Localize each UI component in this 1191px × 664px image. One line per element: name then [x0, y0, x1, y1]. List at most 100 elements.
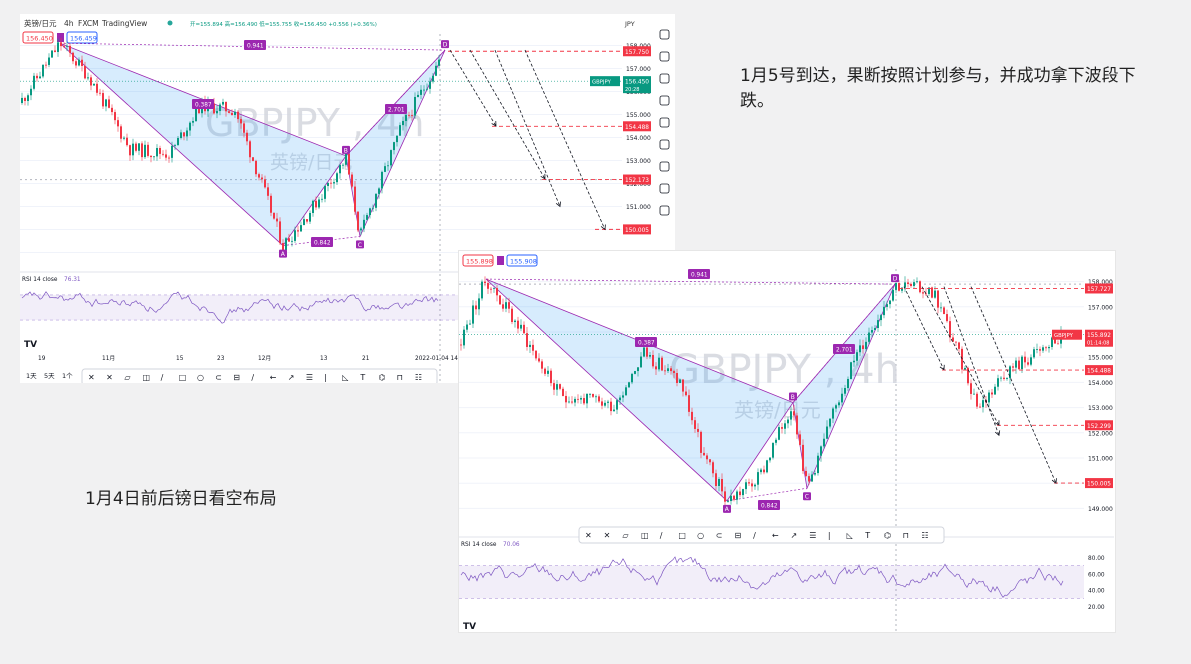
drawing-tool-icon[interactable]: ⊂: [716, 531, 723, 540]
drawing-tool-icon[interactable]: |: [324, 373, 327, 382]
bulb-icon[interactable]: [659, 139, 670, 150]
chat-icon[interactable]: [659, 161, 670, 172]
drawing-tool-icon[interactable]: ⊓: [397, 373, 403, 382]
rsi-band: [459, 565, 1084, 599]
drawing-tool-icon[interactable]: ←: [772, 531, 779, 540]
candle-body: [357, 211, 359, 231]
calendar-icon[interactable]: [659, 51, 670, 62]
candle-body: [171, 145, 173, 158]
drawing-tool-icon[interactable]: ✕: [585, 531, 592, 540]
drawing-tool-icon[interactable]: ○: [197, 373, 204, 382]
drawing-tool-icon[interactable]: ☷: [921, 531, 928, 540]
rsi-value: 76.31: [64, 277, 81, 283]
candle-body: [1024, 356, 1026, 363]
drawing-tool-icon[interactable]: ✕: [106, 373, 113, 382]
candle-body: [48, 57, 50, 65]
candle-body: [1051, 337, 1053, 348]
drawing-tool-icon[interactable]: ▱: [622, 531, 629, 540]
drawing-tool-icon[interactable]: ↗: [288, 373, 295, 382]
candle-body: [225, 101, 227, 112]
drawing-tool-icon[interactable]: ✕: [88, 373, 95, 382]
drawing-tool-icon[interactable]: □: [678, 531, 686, 540]
drawing-tool-icon[interactable]: ∕: [251, 373, 254, 382]
drawing-tool-icon[interactable]: ◫: [641, 531, 649, 540]
candle-body: [628, 382, 630, 388]
candle-body: [898, 283, 900, 291]
drawing-tool-icon[interactable]: ←: [270, 373, 277, 382]
clock-icon[interactable]: [659, 95, 670, 106]
candle-body: [294, 230, 296, 241]
candle-body: [162, 153, 164, 155]
drawing-tool-icon[interactable]: ⌬: [884, 531, 891, 540]
candle-body: [778, 427, 780, 440]
news-icon[interactable]: [659, 73, 670, 84]
candle-body: [676, 373, 678, 383]
candle-body: [790, 411, 792, 420]
candle-body: [619, 397, 621, 401]
candle-body: [351, 174, 353, 187]
timeframe-button[interactable]: 1天: [26, 372, 37, 380]
drawing-tool-icon[interactable]: ◺: [847, 531, 854, 540]
candle-body: [1054, 337, 1056, 344]
candle-body: [111, 107, 113, 113]
candle-body: [273, 212, 275, 219]
candle-body: [502, 304, 504, 309]
drawing-tool-icon[interactable]: ⊟: [233, 373, 240, 382]
drawing-tool-icon[interactable]: ⊂: [215, 373, 222, 382]
chart-panel-after[interactable]: 155.898155.908158.000157.000156.000155.0…: [459, 251, 1115, 632]
target-price: 150.005: [625, 228, 649, 234]
target-label-box: [623, 174, 651, 185]
timeframe-button[interactable]: 5天: [44, 372, 55, 380]
drawing-tool-icon[interactable]: ☷: [415, 373, 422, 382]
drawing-tool-icon[interactable]: ↗: [791, 531, 798, 540]
last-price: 155.892: [1087, 333, 1111, 339]
drawing-tool-icon[interactable]: □: [179, 373, 187, 382]
drawing-tool-icon[interactable]: ○: [697, 531, 704, 540]
drawing-tool-icon[interactable]: ∕: [660, 531, 663, 540]
ratio-xab: 0.387: [195, 103, 212, 109]
candle-body: [27, 95, 29, 101]
message-icon[interactable]: [659, 183, 670, 194]
target-price: 150.005: [1087, 482, 1111, 488]
sell-price: 155.898: [466, 258, 493, 266]
candle-body: [856, 352, 858, 361]
candle-body: [1045, 347, 1047, 349]
candle-body: [508, 302, 510, 309]
drawing-tool-icon[interactable]: ✕: [604, 531, 611, 540]
candle-body: [1012, 366, 1014, 368]
drawing-tool-icon[interactable]: ☰: [809, 531, 816, 540]
drawing-tool-icon[interactable]: T: [359, 373, 365, 382]
drawing-tool-icon[interactable]: T: [864, 531, 870, 540]
candle-body: [637, 367, 639, 372]
drawing-tool-icon[interactable]: ☰: [306, 373, 313, 382]
chart-canvas[interactable]: 155.898155.908158.000157.000156.000155.0…: [459, 251, 1115, 632]
drawing-tool-icon[interactable]: ⊟: [734, 531, 741, 540]
candle-body: [793, 411, 795, 416]
chart-panel-before[interactable]: 英镑/日元 4h FXCM TradingView 开=155.894 高=156.49…: [20, 14, 675, 383]
bell-icon[interactable]: [659, 205, 670, 216]
drawing-tool-icon[interactable]: ◫: [142, 373, 150, 382]
chart-canvas[interactable]: 英镑/日元 4h FXCM TradingView 开=155.894 高=156.49…: [20, 14, 675, 383]
timeframe-button[interactable]: 1个: [62, 372, 73, 380]
list-icon[interactable]: [659, 117, 670, 128]
candle-body: [484, 281, 486, 284]
candle-body: [354, 186, 356, 212]
candle-body: [478, 298, 480, 310]
drawing-tool-icon[interactable]: |: [828, 531, 831, 540]
drawing-tool-icon[interactable]: ⊓: [903, 531, 909, 540]
candle-body: [928, 287, 930, 295]
alarm-icon[interactable]: [659, 29, 670, 40]
drawing-tool-icon[interactable]: ▱: [124, 373, 131, 382]
drawing-tool-icon[interactable]: ⌬: [379, 373, 386, 382]
drawing-tool-icon[interactable]: ∕: [753, 531, 756, 540]
drawing-toolbar: [81, 368, 438, 383]
candle-body: [150, 155, 152, 158]
candle-body: [189, 122, 191, 131]
sell-button: [22, 31, 54, 44]
candle-body: [69, 45, 71, 53]
drawing-tool-icon[interactable]: ∕: [161, 373, 164, 382]
drawing-tool-icon[interactable]: ◺: [342, 373, 349, 382]
candle-body: [496, 288, 498, 296]
candle-body: [472, 305, 474, 324]
candle-body: [604, 402, 606, 406]
